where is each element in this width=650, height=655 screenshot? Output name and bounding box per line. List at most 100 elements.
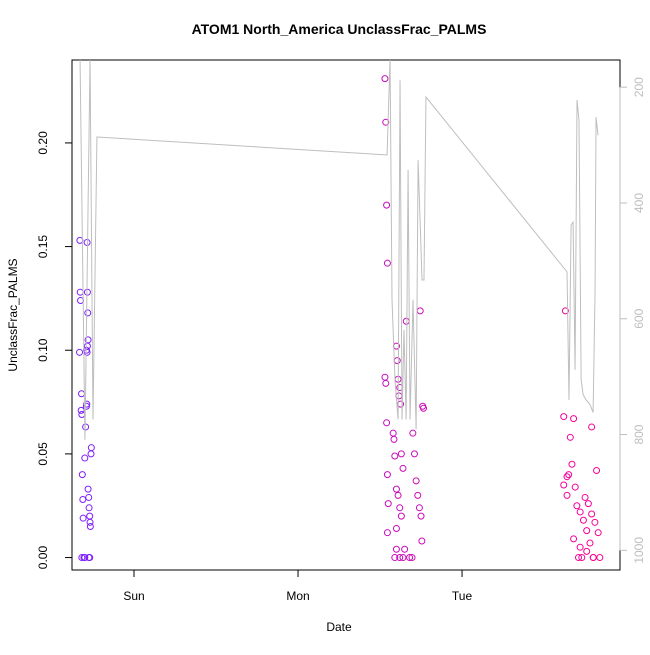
- point: [583, 527, 591, 535]
- point: [78, 554, 86, 562]
- point: [383, 419, 391, 427]
- point: [382, 118, 390, 126]
- point: [576, 508, 584, 516]
- point: [570, 535, 578, 543]
- point: [583, 547, 591, 555]
- x-tick-label: Tue: [452, 589, 473, 603]
- point: [78, 471, 86, 479]
- point: [420, 404, 428, 412]
- point: [412, 477, 420, 485]
- point: [391, 554, 399, 562]
- point: [382, 379, 390, 387]
- point: [383, 259, 391, 267]
- point: [83, 342, 91, 350]
- point: [399, 464, 407, 472]
- point: [381, 75, 389, 83]
- point: [588, 510, 596, 518]
- point: [389, 429, 397, 437]
- point: [578, 554, 586, 562]
- point: [397, 512, 405, 520]
- point: [415, 504, 423, 512]
- y-tick-label: 0.10: [36, 338, 50, 362]
- point: [402, 317, 410, 325]
- point: [563, 473, 571, 481]
- point: [86, 522, 94, 530]
- y-tick-label: 0.05: [36, 442, 50, 466]
- point: [401, 545, 409, 553]
- x-axis-label: Date: [326, 620, 352, 634]
- point: [76, 348, 84, 356]
- point: [78, 390, 86, 398]
- point: [576, 543, 584, 551]
- point: [417, 512, 425, 520]
- point: [83, 400, 91, 408]
- point: [396, 554, 404, 562]
- point: [391, 452, 399, 460]
- point: [84, 485, 92, 493]
- point: [394, 491, 402, 499]
- point: [561, 307, 569, 315]
- point: [383, 529, 391, 537]
- point: [383, 471, 391, 479]
- point: [392, 525, 400, 533]
- point: [589, 554, 597, 562]
- line: [79, 60, 599, 440]
- point: [573, 502, 581, 510]
- point: [76, 288, 84, 296]
- point: [406, 554, 414, 562]
- plot-area: [76, 60, 604, 562]
- point: [588, 423, 596, 431]
- x-tick-label: Sun: [123, 589, 144, 603]
- point: [414, 491, 422, 499]
- y2-tick-label: 200: [632, 77, 646, 97]
- point: [85, 504, 93, 512]
- point: [86, 518, 94, 526]
- y-tick-label: 0.00: [36, 546, 50, 570]
- point: [581, 493, 589, 501]
- point: [87, 444, 95, 452]
- point: [392, 545, 400, 553]
- point: [568, 460, 576, 468]
- point: [85, 493, 93, 501]
- point: [570, 415, 578, 423]
- point: [397, 400, 405, 408]
- point: [81, 454, 89, 462]
- point: [399, 554, 407, 562]
- point: [575, 554, 583, 562]
- chart-title: ATOM1 North_America UnclassFrac_PALMS: [192, 21, 487, 37]
- y2-tick-label: 1000: [632, 537, 646, 564]
- point: [409, 429, 417, 437]
- point: [87, 450, 95, 458]
- point: [392, 485, 400, 493]
- y2-tick-label: 800: [632, 424, 646, 444]
- x-tick-label: Mon: [286, 589, 309, 603]
- point: [418, 537, 426, 545]
- point: [584, 500, 592, 508]
- point: [396, 504, 404, 512]
- point: [593, 466, 601, 474]
- point: [79, 496, 87, 504]
- plot-frame: [71, 59, 621, 571]
- point: [393, 357, 401, 365]
- y2-tick-label: 400: [632, 193, 646, 213]
- point: [81, 554, 89, 562]
- point: [571, 483, 579, 491]
- y-tick-label: 0.15: [36, 235, 50, 259]
- y-tick-label: 0.20: [36, 131, 50, 155]
- point: [84, 309, 92, 317]
- y2-tick-label: 600: [632, 308, 646, 328]
- point: [78, 411, 86, 419]
- point: [565, 471, 573, 479]
- point: [566, 433, 574, 441]
- point: [397, 450, 405, 458]
- point: [579, 516, 587, 524]
- point: [384, 500, 392, 508]
- point: [560, 481, 568, 489]
- point: [390, 435, 398, 443]
- point: [594, 529, 602, 537]
- point: [381, 373, 389, 381]
- point: [560, 413, 568, 421]
- point: [586, 539, 594, 547]
- point: [563, 491, 571, 499]
